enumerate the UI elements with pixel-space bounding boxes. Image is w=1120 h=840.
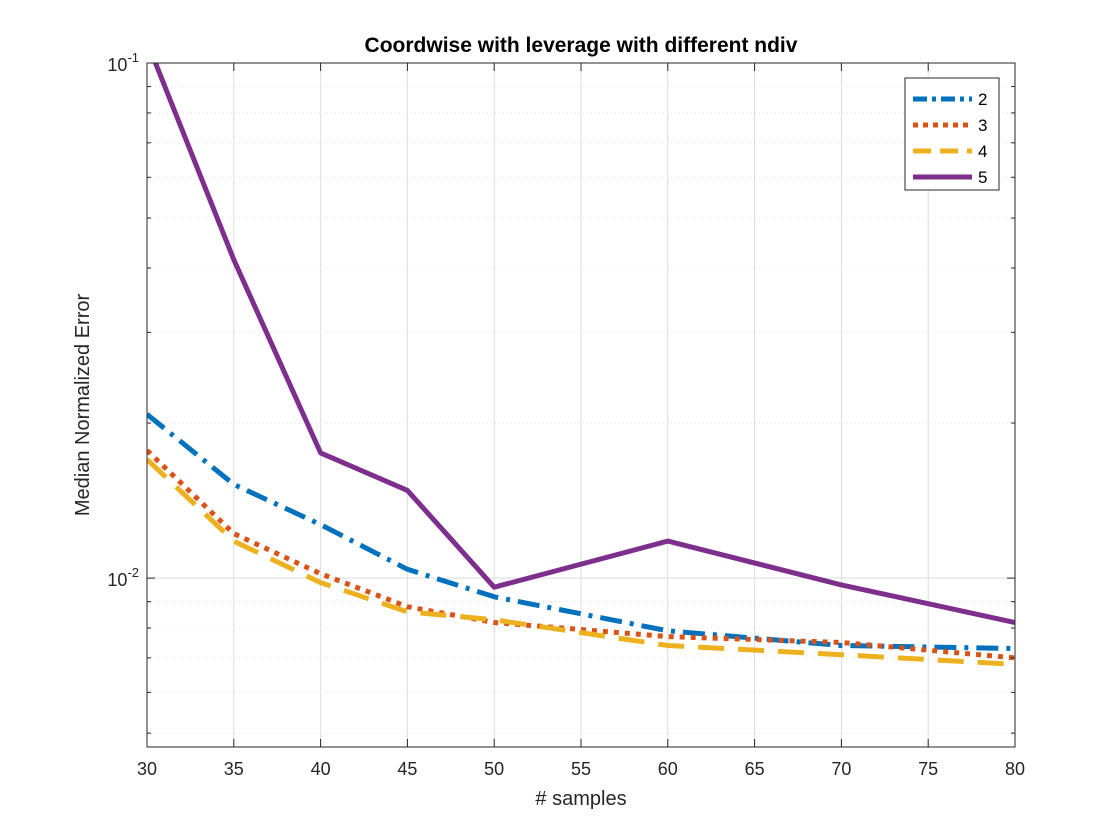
series-line-5: [152, 63, 1015, 625]
x-tick-label: 50: [484, 759, 504, 779]
x-tick-label: 30: [137, 759, 157, 779]
legend: 2 3 4 5: [904, 77, 1000, 191]
x-tick-label: 35: [224, 759, 244, 779]
x-axis-label: # samples: [535, 788, 626, 810]
legend-label-3: 3: [978, 116, 987, 135]
series-line-3: [147, 448, 1015, 661]
x-tick-label: 40: [311, 759, 331, 779]
x-tick-label: 55: [571, 759, 591, 779]
legend-label-4: 4: [978, 142, 987, 161]
legend-label-5: 5: [978, 168, 987, 187]
y-tick-label: 10-2: [107, 565, 139, 590]
x-tick-label: 60: [658, 759, 678, 779]
y-tick-label: 10-1: [107, 50, 139, 75]
chart-title: Coordwise with leverage with different n…: [365, 34, 798, 57]
y-axis-label: Median Normalized Error: [72, 294, 94, 517]
x-tick-label: 70: [831, 759, 851, 779]
series-layer: [147, 63, 1015, 667]
x-tick-label: 45: [397, 759, 417, 779]
x-tick-label: 65: [745, 759, 765, 779]
series-line-4: [147, 457, 1015, 667]
x-tick-label: 80: [1005, 759, 1025, 779]
legend-label-2: 2: [978, 90, 987, 109]
x-tick-label: 75: [918, 759, 938, 779]
